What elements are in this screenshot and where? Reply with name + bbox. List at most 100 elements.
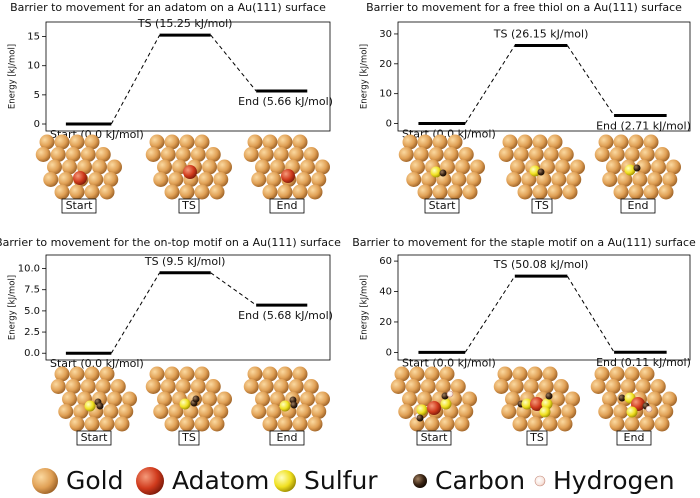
atom — [555, 159, 570, 175]
atom — [512, 366, 528, 382]
atom — [266, 404, 282, 419]
atom — [528, 147, 544, 162]
structure-label: Start — [66, 199, 94, 212]
atom — [517, 184, 533, 200]
atom — [103, 172, 119, 187]
atom — [462, 391, 477, 407]
y-axis-label: Energy [kJ/mol] — [8, 44, 18, 109]
atom — [190, 379, 206, 394]
atom — [662, 172, 678, 187]
atom — [636, 159, 651, 175]
transition-path — [464, 275, 516, 353]
atom — [633, 164, 641, 172]
atom — [512, 416, 528, 432]
atom — [547, 184, 563, 200]
atom — [153, 404, 169, 419]
y-tick-label: 2.5 — [24, 327, 40, 338]
atom — [624, 147, 640, 162]
atom — [635, 379, 651, 394]
atom — [566, 172, 582, 187]
atom — [643, 184, 659, 200]
atom — [439, 366, 455, 382]
atom — [450, 379, 466, 394]
atom — [402, 391, 417, 407]
atom — [447, 134, 463, 150]
atom — [251, 172, 267, 187]
atom — [562, 184, 578, 200]
value-label: End (5.68 kJ/mol) — [238, 309, 333, 322]
atom — [277, 134, 293, 150]
atom — [300, 159, 315, 175]
atom — [168, 404, 184, 419]
atom — [149, 366, 165, 382]
atom — [192, 395, 200, 403]
atom — [274, 470, 296, 492]
atom — [439, 169, 447, 177]
structure-label: Start — [81, 431, 109, 444]
atom — [149, 134, 165, 150]
atom — [424, 416, 440, 432]
y-axis-label: Energy [kJ/mol] — [8, 275, 18, 340]
atom — [523, 379, 539, 394]
atom — [194, 416, 210, 432]
atom — [255, 391, 270, 407]
atom — [398, 147, 414, 162]
chart-title: Barrier to movement for an adatom on a A… — [10, 1, 326, 14]
value-label: Start (0.0 kJ/mol) — [50, 357, 144, 370]
atom — [164, 416, 180, 432]
structure-label: TS — [534, 199, 549, 212]
atom — [262, 184, 278, 200]
atom — [270, 159, 285, 175]
atom — [107, 391, 122, 407]
atom — [506, 172, 522, 187]
y-tick-label: 15 — [27, 32, 40, 43]
atom — [470, 159, 485, 175]
y-tick-label: 0.0 — [24, 348, 40, 359]
atom — [390, 379, 406, 394]
value-label: TS (9.5 kJ/mol) — [144, 255, 226, 268]
atom — [168, 172, 184, 187]
atom — [466, 172, 482, 187]
atom — [190, 147, 206, 162]
atom — [277, 184, 293, 200]
atom — [202, 391, 217, 407]
atom — [402, 134, 418, 150]
atom — [440, 398, 452, 410]
atom — [394, 366, 410, 382]
atom — [54, 366, 70, 382]
atom — [493, 379, 509, 394]
atom — [84, 416, 100, 432]
atom — [594, 366, 610, 382]
atom — [279, 400, 291, 412]
atom — [413, 147, 429, 162]
atom — [439, 416, 455, 432]
atom — [647, 391, 662, 407]
atom — [416, 404, 428, 416]
atom — [613, 134, 629, 150]
structure-label: End — [628, 199, 649, 212]
atom — [620, 379, 636, 394]
atom — [534, 475, 546, 487]
atom — [262, 134, 278, 150]
atom — [95, 379, 111, 394]
atom — [114, 416, 130, 432]
structure-label: TS — [181, 199, 196, 212]
atom — [303, 379, 319, 394]
structure-label: Start — [429, 199, 457, 212]
y-tick-label: 7.5 — [24, 285, 40, 296]
atom — [160, 147, 176, 162]
atom — [542, 366, 558, 382]
atom — [602, 391, 617, 407]
atom — [654, 147, 670, 162]
atom — [88, 172, 104, 187]
atom — [95, 147, 111, 162]
y-axis-label: Energy [kJ/mol] — [360, 275, 370, 340]
atom — [262, 366, 278, 382]
atom — [451, 172, 467, 187]
atom — [561, 404, 577, 419]
atom — [73, 171, 87, 185]
atom — [639, 366, 655, 382]
transition-path — [210, 272, 257, 306]
atom — [446, 390, 454, 398]
transition-path — [566, 45, 615, 116]
